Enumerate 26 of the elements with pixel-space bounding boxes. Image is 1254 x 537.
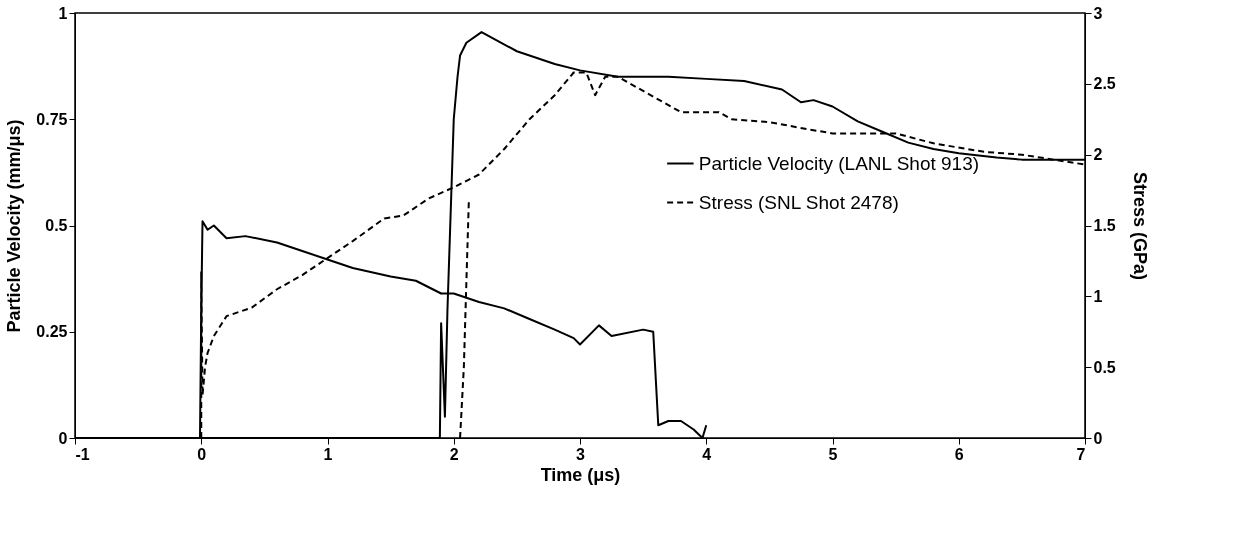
x-tick-label: 0 (197, 445, 207, 463)
y2-tick-label: 1 (1093, 287, 1103, 305)
y-tick-label: 0.5 (45, 217, 68, 234)
y2-tick-label: 3 (1093, 4, 1103, 22)
y2-tick-label: 2.5 (1093, 75, 1116, 93)
x-tick-label: 4 (702, 445, 712, 463)
y2-tick-label: 1.5 (1093, 217, 1116, 234)
x-tick-label: 2 (449, 445, 459, 463)
x-tick-label: 1 (323, 445, 333, 463)
x-tick-label: 3 (576, 445, 586, 463)
y2-axis-title: Stress (GPa) (1129, 171, 1150, 281)
x-tick-label: 5 (828, 445, 838, 463)
y-tick-label: 0.25 (36, 323, 68, 341)
x-axis-title: Time (μs) (540, 464, 621, 485)
x-tick-label: 7 (1076, 445, 1086, 463)
y-axis-title: Particle Velocity (mm/μs) (4, 119, 25, 333)
x-tick-label: -1 (75, 445, 90, 463)
y2-tick-label: 2 (1093, 146, 1103, 164)
legend-label: Particle Velocity (LANL Shot 913) (698, 152, 980, 174)
y-tick-label: 1 (58, 4, 68, 22)
x-tick-label: 6 (954, 445, 964, 463)
y-tick-label: 0.75 (36, 110, 68, 128)
y-tick-label: 0 (58, 429, 68, 447)
legend-label: Stress (SNL Shot 2478) (698, 191, 899, 213)
y2-tick-label: 0 (1093, 429, 1103, 447)
y2-tick-label: 0.5 (1093, 358, 1116, 376)
